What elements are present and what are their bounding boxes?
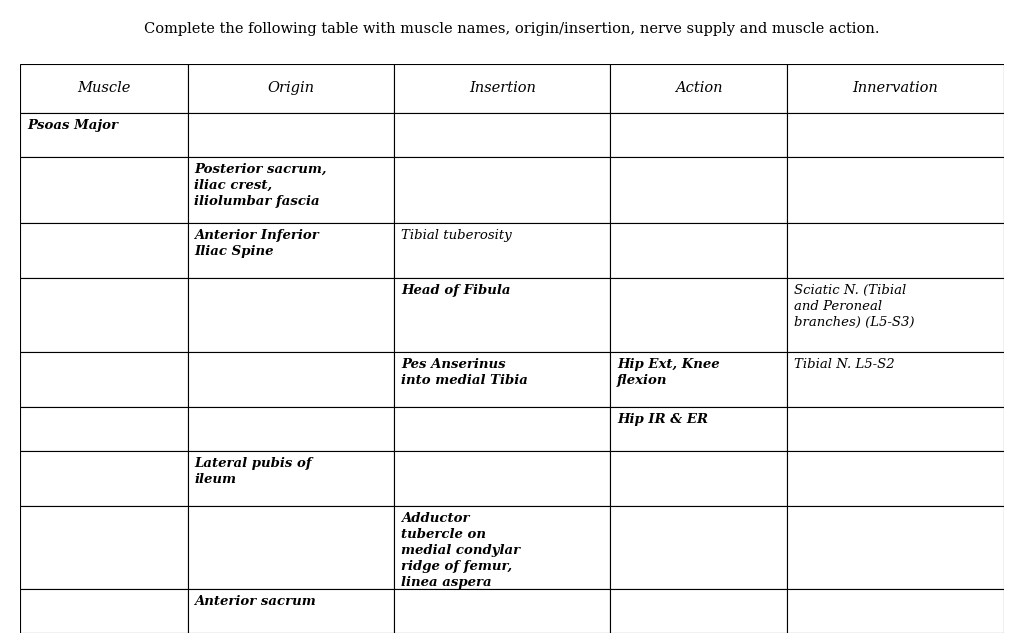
Text: Hip Ext, Knee
flexion: Hip Ext, Knee flexion <box>617 358 720 387</box>
Bar <box>20 352 187 407</box>
Bar <box>394 352 610 407</box>
Bar <box>20 113 187 157</box>
Bar <box>20 589 187 633</box>
Bar <box>610 223 787 278</box>
Bar <box>787 157 1004 223</box>
Bar <box>610 352 787 407</box>
Bar <box>610 64 787 113</box>
Bar <box>787 451 1004 506</box>
Bar <box>610 506 787 589</box>
Bar <box>20 64 187 113</box>
Bar <box>787 352 1004 407</box>
Bar <box>20 451 187 506</box>
Bar <box>610 407 787 451</box>
Bar <box>187 589 394 633</box>
Bar <box>187 157 394 223</box>
Bar <box>20 506 187 589</box>
Bar <box>20 407 187 451</box>
Bar <box>394 64 610 113</box>
Bar <box>787 506 1004 589</box>
Bar <box>394 589 610 633</box>
Bar <box>787 278 1004 352</box>
Text: Sciatic N. (Tibial
and Peroneal
branches) (L5-S3): Sciatic N. (Tibial and Peroneal branches… <box>795 284 914 328</box>
Text: Hip IR & ER: Hip IR & ER <box>617 413 709 426</box>
Bar <box>187 407 394 451</box>
Text: Anterior sacrum: Anterior sacrum <box>195 594 316 608</box>
Text: Tibial N. L5-S2: Tibial N. L5-S2 <box>795 358 895 371</box>
Bar <box>394 113 610 157</box>
Bar <box>187 64 394 113</box>
Bar <box>610 589 787 633</box>
Bar <box>787 64 1004 113</box>
Bar <box>610 451 787 506</box>
Bar <box>187 352 394 407</box>
Bar <box>394 506 610 589</box>
Bar <box>394 223 610 278</box>
Bar <box>787 589 1004 633</box>
Bar <box>187 223 394 278</box>
Text: Anterior Inferior
Iliac Spine: Anterior Inferior Iliac Spine <box>195 229 319 258</box>
Text: Insertion: Insertion <box>469 81 536 95</box>
Bar <box>787 407 1004 451</box>
Text: Posterior sacrum,
iliac crest,
iliolumbar fascia: Posterior sacrum, iliac crest, iliolumba… <box>195 163 327 208</box>
Text: Adductor
tubercle on
medial condylar
ridge of femur,
linea aspera: Adductor tubercle on medial condylar rid… <box>401 512 520 589</box>
Bar <box>610 157 787 223</box>
Text: Pes Anserinus
into medial Tibia: Pes Anserinus into medial Tibia <box>401 358 527 387</box>
Bar <box>187 506 394 589</box>
Bar <box>187 278 394 352</box>
Bar <box>394 407 610 451</box>
Text: Muscle: Muscle <box>78 81 131 95</box>
Text: Lateral pubis of
ileum: Lateral pubis of ileum <box>195 457 312 486</box>
Text: Action: Action <box>675 81 723 95</box>
Bar <box>394 157 610 223</box>
Text: Innervation: Innervation <box>853 81 938 95</box>
Bar <box>610 278 787 352</box>
Text: Psoas Major: Psoas Major <box>28 119 119 132</box>
Bar <box>20 157 187 223</box>
Text: Complete the following table with muscle names, origin/insertion, nerve supply a: Complete the following table with muscle… <box>144 22 880 36</box>
Bar <box>20 223 187 278</box>
Bar <box>20 278 187 352</box>
Bar <box>394 278 610 352</box>
Bar <box>787 113 1004 157</box>
Bar <box>187 113 394 157</box>
Text: Origin: Origin <box>267 81 314 95</box>
Bar <box>187 451 394 506</box>
Bar <box>394 451 610 506</box>
Text: Head of Fibula: Head of Fibula <box>401 284 510 296</box>
Bar <box>610 113 787 157</box>
Text: Tibial tuberosity: Tibial tuberosity <box>401 229 512 242</box>
Bar <box>787 223 1004 278</box>
